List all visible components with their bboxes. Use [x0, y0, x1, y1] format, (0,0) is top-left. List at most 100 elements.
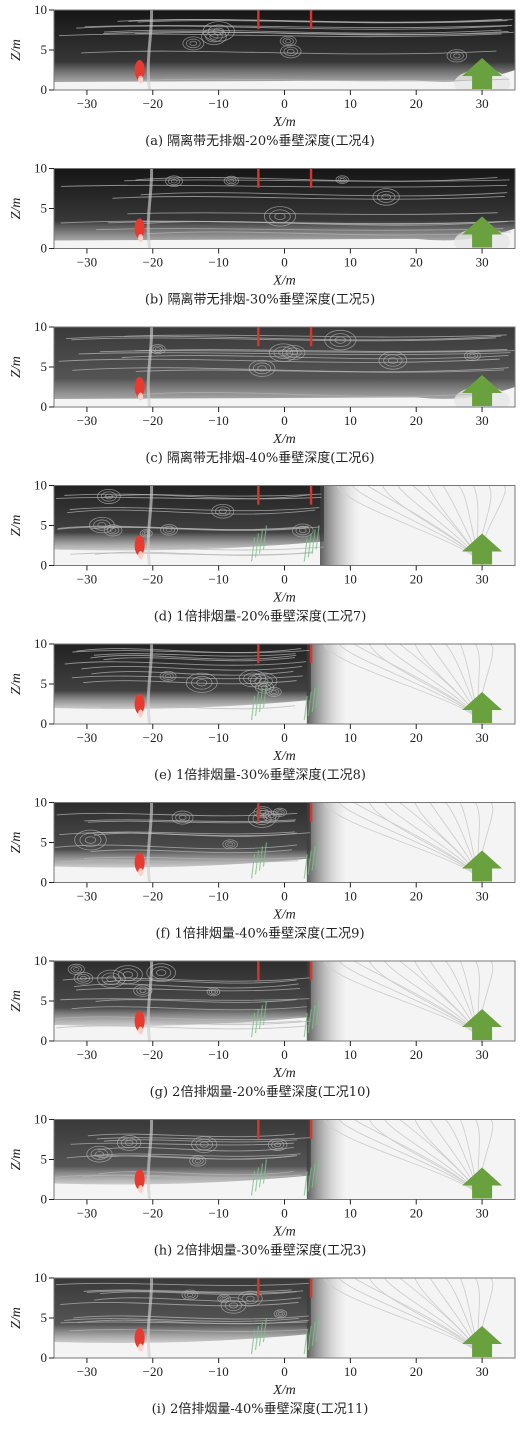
y-tick-label: 0 — [41, 82, 48, 97]
x-axis-label: X/m — [272, 908, 296, 923]
vortex — [266, 686, 282, 697]
vortex — [168, 177, 181, 186]
vortex — [269, 209, 291, 224]
y-tick-label: 10 — [34, 319, 47, 334]
fire-core — [138, 1185, 144, 1194]
vortex — [221, 1296, 227, 1301]
smoke-region — [54, 644, 311, 709]
fire-source — [134, 1011, 145, 1031]
fire-source — [134, 218, 145, 239]
exhaust-vector — [303, 854, 308, 879]
x-tick-label: 30 — [476, 889, 489, 904]
vortex — [165, 674, 172, 679]
x-tick-label: −10 — [208, 889, 228, 904]
vortex — [252, 812, 272, 825]
y-tick-label: 5 — [41, 359, 48, 374]
x-tick-label: −30 — [77, 1364, 97, 1379]
subplot-caption: (g) 2倍排烟量-20%垂壁深度(工况10) — [150, 1084, 371, 1100]
vortex — [237, 1290, 263, 1307]
vortex — [257, 683, 271, 692]
x-tick-label: 30 — [476, 1364, 489, 1379]
exhaust-vector — [254, 1325, 260, 1351]
streamline — [60, 998, 310, 1001]
vortex — [182, 36, 205, 51]
vortex — [192, 1157, 204, 1165]
exhaust-vector — [303, 695, 308, 721]
exhaust-vector — [251, 854, 256, 879]
vortex — [248, 359, 276, 377]
plot-area — [54, 644, 515, 724]
vortex — [295, 525, 311, 536]
vortex — [226, 177, 237, 185]
vortex — [298, 527, 307, 534]
streamline — [124, 179, 510, 182]
smoke-fade — [306, 644, 347, 724]
x-tick-label: 20 — [410, 572, 423, 587]
exhaust-vector — [258, 1321, 264, 1347]
smoke-fade — [306, 961, 347, 1041]
x-tick-label: −20 — [143, 889, 163, 904]
vortex — [228, 1302, 238, 1309]
fire-plume — [146, 1119, 154, 1200]
x-tick-label: 10 — [344, 413, 357, 428]
x-tick-label: −10 — [208, 413, 228, 428]
streamline — [72, 650, 310, 654]
streamline — [71, 337, 496, 342]
vortex — [449, 51, 464, 61]
y-tick-label: 5 — [41, 1310, 48, 1325]
y-tick-label: 10 — [34, 478, 47, 493]
vortex — [73, 972, 94, 985]
streamline — [83, 680, 297, 685]
exhaust-vector — [311, 1163, 316, 1188]
fire-core — [138, 868, 144, 877]
x-axis-label: X/m — [272, 591, 296, 606]
x-axis-label: X/m — [272, 1383, 296, 1398]
exhaust-vector — [315, 1000, 320, 1026]
exhaust-vector — [258, 846, 264, 871]
vortex — [372, 188, 400, 206]
exhaust-vector — [303, 537, 308, 562]
x-tick-label: −20 — [143, 1047, 163, 1062]
subplot: −30 −20 −10 0 10 20 30 0 5 10 Z/m X/m (f) 1倍排烟量-40%垂… — [9, 795, 516, 942]
exhaust-vector — [262, 683, 267, 709]
fire-source — [134, 60, 145, 80]
vortex — [275, 1310, 286, 1317]
vortex — [224, 840, 236, 848]
vortex — [220, 1297, 247, 1314]
inlet-arrow — [462, 692, 503, 723]
streamline — [91, 671, 294, 676]
smoke-curtain — [257, 802, 260, 822]
x-tick-label: 30 — [476, 1206, 489, 1221]
y-axis-label: Z/m — [9, 1149, 24, 1171]
x-tick-label: 0 — [281, 889, 288, 904]
streamline — [66, 335, 502, 341]
y-tick-label: 10 — [34, 1112, 47, 1127]
smoke-fade — [306, 802, 347, 883]
x-tick-label: 30 — [476, 96, 489, 111]
inlet-arrow — [462, 1167, 503, 1199]
y-tick-label: 0 — [41, 1350, 48, 1365]
fire-source — [134, 694, 145, 714]
vortex — [184, 1291, 196, 1299]
vortex — [79, 833, 102, 848]
streamline — [55, 496, 322, 500]
streamline — [127, 212, 498, 215]
fire-core — [138, 75, 144, 84]
subplot: −30 −20 −10 0 10 20 30 0 5 10 Z/m X/m (h) 2倍排烟量-30%垂… — [9, 1112, 516, 1259]
streamline — [134, 31, 514, 35]
streamline — [117, 18, 503, 23]
streamline — [58, 33, 502, 38]
streamline — [60, 220, 515, 225]
smoke-curtain — [257, 485, 260, 505]
plot-area — [54, 327, 515, 407]
vortex — [282, 37, 294, 45]
vortex — [268, 688, 280, 696]
x-tick-label: −10 — [208, 1364, 228, 1379]
streamline — [93, 653, 296, 657]
smoke-region — [54, 1119, 311, 1185]
plot-area — [54, 10, 515, 90]
vortex — [159, 670, 177, 682]
x-tick-label: 30 — [476, 255, 489, 270]
x-tick-label: −30 — [77, 572, 97, 587]
streamline — [56, 812, 298, 817]
